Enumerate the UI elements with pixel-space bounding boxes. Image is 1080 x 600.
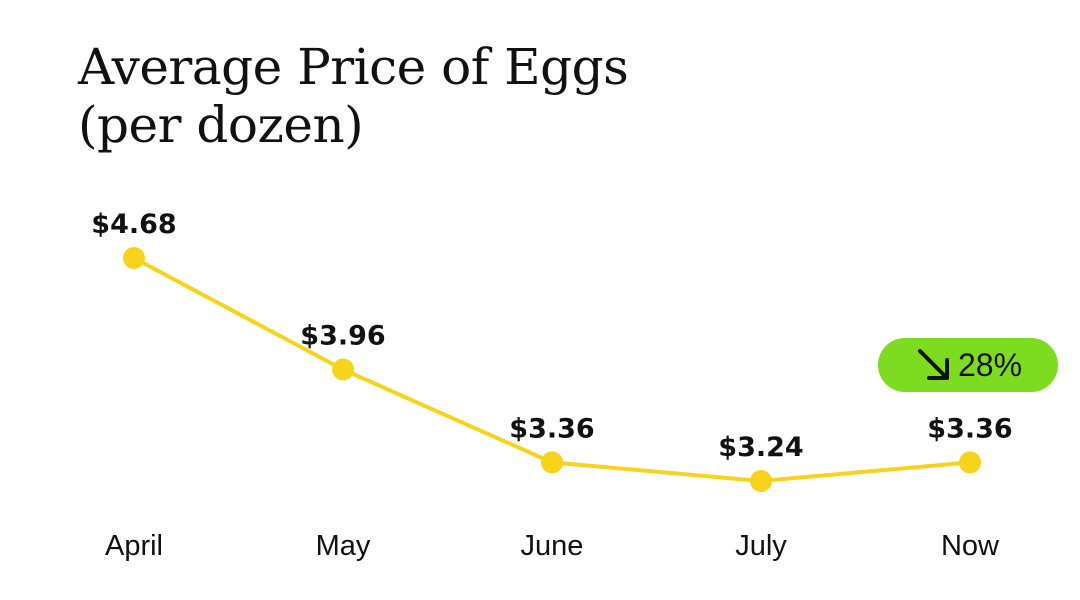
price-series-line bbox=[132, 256, 972, 483]
category-labels: April May June July Now bbox=[105, 530, 1000, 562]
percent-change-value: 28% bbox=[957, 346, 1023, 383]
data-point-july bbox=[750, 470, 772, 492]
data-point-may bbox=[332, 358, 354, 381]
category-label-may: May bbox=[316, 530, 371, 562]
value-label-may: $3.96 bbox=[300, 321, 385, 352]
chart-title: Average Price of Eggs (per dozen) bbox=[78, 38, 629, 154]
category-label-june: June bbox=[521, 530, 584, 562]
value-label-april: $4.68 bbox=[91, 209, 176, 240]
chart-title-line-1: Average Price of Eggs bbox=[78, 38, 629, 96]
category-label-july: July bbox=[735, 530, 787, 562]
value-label-now: $3.36 bbox=[927, 413, 1012, 444]
arrow-down-right-icon bbox=[917, 349, 949, 380]
value-labels: $4.68 $3.96 $3.36 $3.24 $3.36 bbox=[91, 209, 1012, 463]
chart-title-line-2: (per dozen) bbox=[78, 96, 364, 154]
value-label-july: $3.24 bbox=[718, 432, 803, 463]
data-point-april bbox=[123, 247, 145, 269]
percent-change-badge: 28% bbox=[878, 338, 1058, 392]
value-label-june: $3.36 bbox=[509, 413, 594, 444]
data-point-now bbox=[959, 451, 981, 474]
data-points bbox=[123, 247, 981, 492]
data-point-june bbox=[541, 451, 563, 474]
category-label-now: Now bbox=[941, 530, 1000, 562]
category-label-april: April bbox=[105, 530, 163, 562]
